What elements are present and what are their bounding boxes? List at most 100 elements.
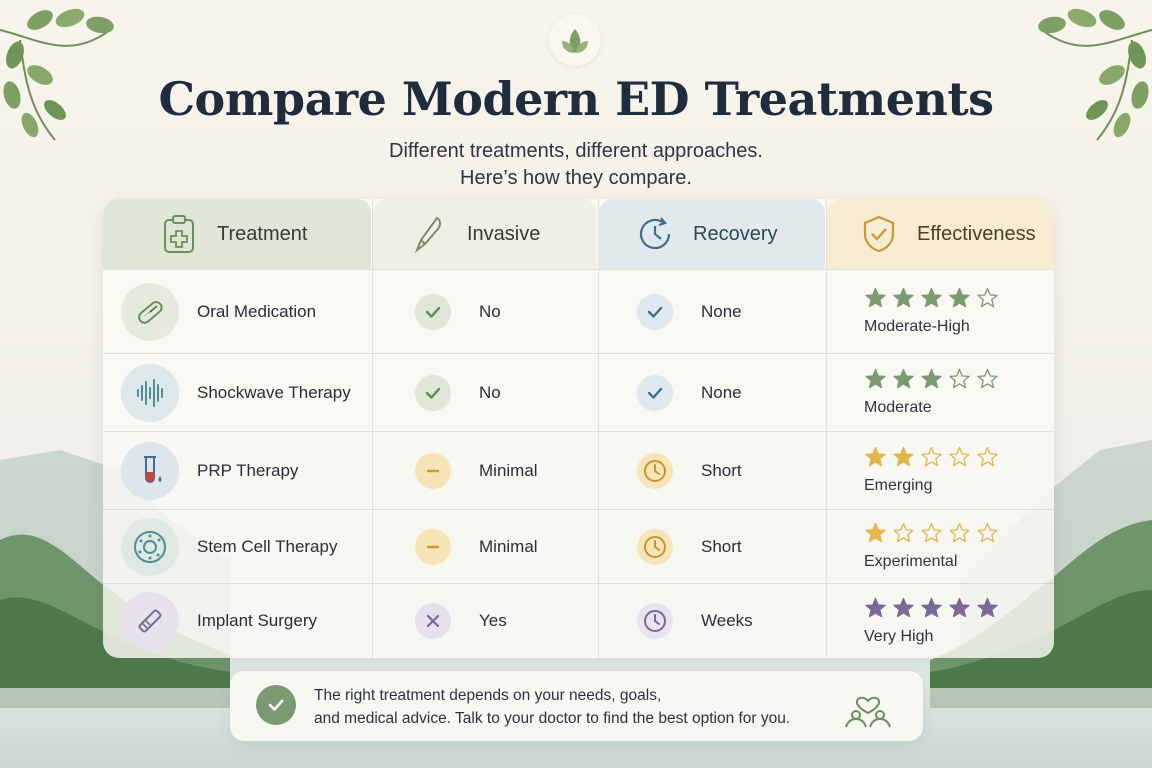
minus-icon xyxy=(415,528,451,565)
advice-line-2: and medical advice. Talk to your doctor … xyxy=(314,710,791,727)
invasive-cell: Yes xyxy=(415,584,595,658)
leaf-decoration-left xyxy=(0,8,114,141)
header-recovery: Recovery xyxy=(599,199,825,269)
clipboard-medical-icon xyxy=(159,214,199,254)
comparison-table: Treatment Invasive Recovery xyxy=(103,199,1054,658)
advice-text: The right treatment depends on your need… xyxy=(314,684,834,730)
effectiveness-cell: Moderate xyxy=(864,354,1049,431)
recovery-cell: None xyxy=(637,270,817,353)
star-rating xyxy=(864,597,999,624)
effectiveness-cell: Moderate-High xyxy=(864,270,1049,353)
table-row: Stem Cell Therapy Minimal Short Experimenta… xyxy=(103,509,1054,583)
star-icon xyxy=(920,446,943,473)
header-treatment-label: Treatment xyxy=(217,222,308,245)
invasive-cell: Minimal xyxy=(415,432,595,509)
clock-icon xyxy=(637,528,673,565)
star-icon xyxy=(920,287,943,314)
page-title: Compare Modern ED Treatments xyxy=(158,72,994,126)
recovery-value: None xyxy=(701,301,742,321)
invasive-cell: Minimal xyxy=(415,510,595,583)
test-tube-icon xyxy=(121,441,179,500)
subtitle-line-1: Different treatments, different approach… xyxy=(389,140,763,162)
invasive-value: No xyxy=(479,301,501,321)
header-effectiveness-label: Effectiveness xyxy=(917,222,1036,245)
invasive-value: Yes xyxy=(479,611,507,630)
shield-check-icon xyxy=(859,214,899,254)
star-icon xyxy=(948,446,971,473)
recovery-value: None xyxy=(701,382,742,402)
table-row: Implant Surgery Yes Weeks Very High xyxy=(103,583,1054,658)
star-icon xyxy=(948,522,971,549)
star-icon xyxy=(864,597,887,624)
header-invasive-label: Invasive xyxy=(467,222,541,245)
treatment-name: PRP Therapy xyxy=(197,460,299,480)
header-recovery-label: Recovery xyxy=(693,222,778,245)
treatment-name: Implant Surgery xyxy=(197,611,317,630)
star-rating xyxy=(864,368,999,395)
table-row: PRP Therapy Minimal Short Emerging xyxy=(103,431,1054,509)
invasive-value: Minimal xyxy=(479,460,538,480)
header-effectiveness: Effectiveness xyxy=(827,199,1054,269)
effectiveness-label: Emerging xyxy=(864,477,933,494)
star-rating xyxy=(864,446,999,473)
invasive-value: No xyxy=(479,382,501,402)
effectiveness-label: Moderate xyxy=(864,399,932,416)
invasive-value: Minimal xyxy=(479,536,538,556)
effectiveness-cell: Emerging xyxy=(864,432,1049,509)
recovery-value: Short xyxy=(701,460,742,480)
recovery-value: Weeks xyxy=(701,611,753,630)
treatment-cell: PRP Therapy xyxy=(121,432,371,509)
check-icon xyxy=(637,374,673,411)
star-icon xyxy=(976,522,999,549)
effectiveness-label: Experimental xyxy=(864,553,958,570)
effectiveness-cell: Very High xyxy=(864,584,1049,658)
recovery-value: Short xyxy=(701,536,742,556)
star-icon xyxy=(948,368,971,395)
leaf-emblem-icon xyxy=(549,14,601,66)
pill-icon xyxy=(121,282,179,341)
recovery-cell: Short xyxy=(637,510,817,583)
soundwave-icon xyxy=(121,363,179,422)
star-icon xyxy=(864,446,887,473)
treatment-cell: Implant Surgery xyxy=(121,584,371,658)
star-icon xyxy=(920,597,943,624)
cell-icon xyxy=(121,517,179,576)
star-rating xyxy=(864,287,999,314)
star-icon xyxy=(976,368,999,395)
star-icon xyxy=(892,446,915,473)
star-rating xyxy=(864,522,999,549)
scalpel-icon xyxy=(409,214,449,254)
star-icon xyxy=(864,287,887,314)
table-row: Shockwave Therapy No None Moderate xyxy=(103,353,1054,431)
effectiveness-cell: Experimental xyxy=(864,510,1049,583)
treatment-cell: Oral Medication xyxy=(121,270,371,353)
scalpel-icon xyxy=(121,592,179,650)
caring-hands-heart-icon xyxy=(845,696,891,728)
clock-icon xyxy=(637,452,673,489)
invasive-cell: No xyxy=(415,270,595,353)
table-header: Treatment Invasive Recovery xyxy=(103,199,1054,269)
recovery-cell: Weeks xyxy=(637,584,817,658)
treatment-name: Shockwave Therapy xyxy=(197,382,351,402)
clock-cycle-icon xyxy=(635,214,675,254)
star-icon xyxy=(892,287,915,314)
treatment-name: Oral Medication xyxy=(197,301,317,321)
treatment-name: Stem Cell Therapy xyxy=(197,536,338,556)
effectiveness-label: Very High xyxy=(864,627,934,645)
invasive-cell: No xyxy=(415,354,595,431)
star-icon xyxy=(948,287,971,314)
effectiveness-label: Moderate-High xyxy=(864,318,970,335)
check-icon xyxy=(637,293,673,330)
treatment-cell: Stem Cell Therapy xyxy=(121,510,371,583)
star-icon xyxy=(864,522,887,549)
leaf-decoration-right xyxy=(1038,8,1152,141)
star-icon xyxy=(920,368,943,395)
star-icon xyxy=(976,446,999,473)
star-icon xyxy=(976,597,999,624)
advice-note: The right treatment depends on your need… xyxy=(230,671,923,741)
star-icon xyxy=(892,522,915,549)
star-icon xyxy=(892,597,915,624)
x-icon xyxy=(415,603,451,639)
recovery-cell: None xyxy=(637,354,817,431)
star-icon xyxy=(892,368,915,395)
